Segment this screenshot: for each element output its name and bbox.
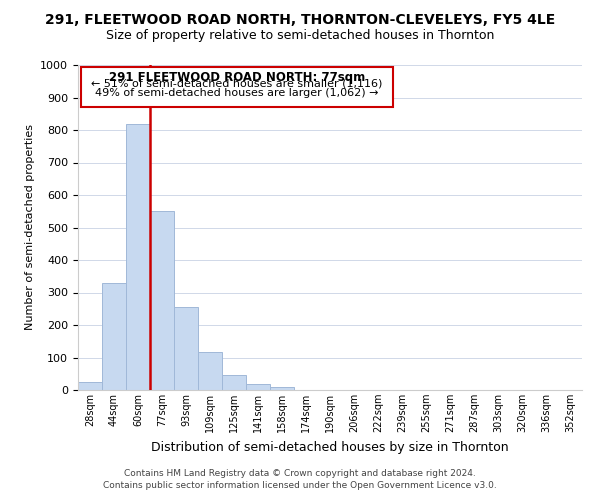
Bar xyxy=(78,382,102,390)
Y-axis label: Number of semi-detached properties: Number of semi-detached properties xyxy=(25,124,35,330)
Bar xyxy=(246,384,270,390)
Text: 291, FLEETWOOD ROAD NORTH, THORNTON-CLEVELEYS, FY5 4LE: 291, FLEETWOOD ROAD NORTH, THORNTON-CLEV… xyxy=(45,12,555,26)
Bar xyxy=(174,307,198,390)
Text: ← 51% of semi-detached houses are smaller (1,116): ← 51% of semi-detached houses are smalle… xyxy=(91,79,382,89)
Text: 49% of semi-detached houses are larger (1,062) →: 49% of semi-detached houses are larger (… xyxy=(95,88,379,98)
Bar xyxy=(102,283,126,390)
Bar xyxy=(150,211,174,390)
Text: Contains HM Land Registry data © Crown copyright and database right 2024.: Contains HM Land Registry data © Crown c… xyxy=(124,468,476,477)
X-axis label: Distribution of semi-detached houses by size in Thornton: Distribution of semi-detached houses by … xyxy=(151,440,509,454)
Bar xyxy=(222,376,246,390)
Text: 291 FLEETWOOD ROAD NORTH: 77sqm: 291 FLEETWOOD ROAD NORTH: 77sqm xyxy=(109,70,365,84)
Bar xyxy=(270,387,294,390)
Bar xyxy=(198,352,222,390)
Text: Contains public sector information licensed under the Open Government Licence v3: Contains public sector information licen… xyxy=(103,481,497,490)
FancyBboxPatch shape xyxy=(80,66,393,108)
Bar xyxy=(126,124,150,390)
Text: Size of property relative to semi-detached houses in Thornton: Size of property relative to semi-detach… xyxy=(106,29,494,42)
